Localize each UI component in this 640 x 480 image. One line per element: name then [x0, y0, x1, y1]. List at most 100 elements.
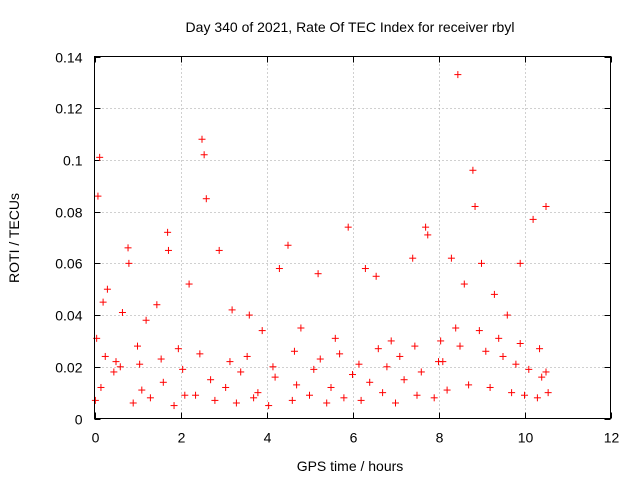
data-point-36: [447, 254, 455, 262]
data-point-94: [508, 389, 516, 397]
data-point-98: [116, 363, 124, 371]
data-point-105: [269, 363, 277, 371]
x-tick-label-0: 0: [92, 430, 100, 446]
data-point-99: [136, 360, 144, 368]
data-point-6: [118, 308, 126, 316]
data-point-90: [430, 394, 438, 402]
data-point-42: [490, 290, 498, 298]
data-point-71: [538, 373, 546, 381]
plot-area-border: [94, 56, 611, 419]
data-point-27: [331, 334, 339, 342]
data-point-112: [411, 342, 419, 350]
x-tick-label-4: 4: [264, 430, 272, 446]
data-point-83: [306, 391, 313, 399]
y-tick-label-0.14: 0.14: [55, 50, 82, 66]
y-axis-label: ROTI / TECUs: [6, 193, 22, 283]
x-tick-label-12: 12: [604, 430, 620, 446]
x-tick-label-10: 10: [518, 430, 534, 446]
data-point-17: [200, 151, 208, 159]
data-point-48: [110, 368, 118, 376]
tick-layer: [94, 56, 612, 420]
data-point-53: [222, 383, 230, 391]
data-point-58: [310, 365, 318, 373]
data-point-34: [424, 231, 432, 239]
data-point-93: [486, 383, 494, 391]
data-point-20: [228, 306, 236, 314]
data-point-114: [452, 324, 460, 332]
data-point-44: [516, 259, 524, 267]
data-point-108: [336, 350, 344, 358]
data-point-29: [361, 265, 369, 273]
data-point-55: [254, 389, 262, 397]
data-point-50: [159, 378, 167, 386]
data-point-95: [521, 391, 528, 399]
data-point-89: [413, 391, 421, 399]
data-point-97: [101, 352, 109, 360]
data-point-11: [153, 301, 161, 309]
data-point-85: [340, 394, 348, 402]
data-point-91: [443, 386, 451, 394]
data-point-102: [196, 350, 204, 358]
data-point-24: [284, 241, 292, 249]
data-point-37: [454, 71, 462, 79]
data-point-100: [157, 355, 165, 363]
data-point-30: [372, 272, 380, 280]
data-point-67: [482, 347, 490, 355]
data-point-110: [374, 345, 382, 353]
data-point-81: [265, 402, 273, 410]
scatter-points: [91, 71, 552, 410]
data-point-57: [293, 381, 301, 389]
data-point-43: [503, 311, 511, 319]
y-tick-label-0.02: 0.02: [55, 360, 82, 376]
data-point-59: [327, 383, 335, 391]
data-point-76: [170, 402, 178, 410]
data-point-65: [439, 358, 447, 366]
data-point-113: [437, 337, 445, 345]
data-point-74: [129, 399, 137, 407]
data-point-117: [516, 340, 524, 348]
data-point-115: [475, 327, 483, 335]
data-point-92: [465, 381, 473, 389]
data-point-66: [456, 342, 464, 350]
data-point-38: [460, 280, 468, 288]
y-tick-label-0.04: 0.04: [55, 308, 82, 324]
y-tick-label-0.12: 0.12: [55, 101, 82, 117]
data-point-56: [271, 373, 279, 381]
data-point-54: [237, 368, 245, 376]
data-point-49: [138, 386, 146, 394]
y-tick-label-0.1: 0.1: [63, 153, 83, 169]
data-point-84: [323, 399, 331, 407]
data-point-1: [94, 192, 102, 200]
x-tick-label-2: 2: [178, 430, 186, 446]
data-point-3: [99, 298, 107, 306]
data-point-45: [529, 215, 537, 223]
data-point-78: [211, 396, 219, 404]
data-point-33: [422, 223, 430, 231]
data-point-62: [383, 363, 391, 371]
data-point-41: [478, 259, 485, 267]
y-tick-label-0.06: 0.06: [55, 256, 82, 272]
data-point-109: [355, 360, 363, 368]
data-point-79: [232, 399, 240, 407]
data-point-60: [349, 371, 356, 379]
data-point-10: [142, 316, 150, 324]
data-point-19: [215, 246, 223, 254]
data-point-8: [125, 259, 133, 267]
data-point-47: [97, 383, 105, 391]
data-point-116: [495, 334, 503, 342]
data-point-4: [103, 285, 111, 293]
data-point-64: [417, 368, 425, 376]
data-point-22: [258, 327, 266, 335]
data-point-69: [512, 360, 520, 368]
data-point-31: [387, 337, 395, 345]
data-point-118: [536, 345, 544, 353]
data-point-101: [179, 365, 187, 373]
data-point-75: [146, 394, 154, 402]
data-point-39: [469, 166, 477, 174]
data-point-96: [533, 394, 541, 402]
x-tick-labels: 0 2 4 6 8 10 12: [92, 430, 620, 446]
data-point-40: [471, 202, 479, 210]
x-tick-label-6: 6: [350, 430, 358, 446]
x-axis-label: GPS time / hours: [297, 458, 404, 474]
